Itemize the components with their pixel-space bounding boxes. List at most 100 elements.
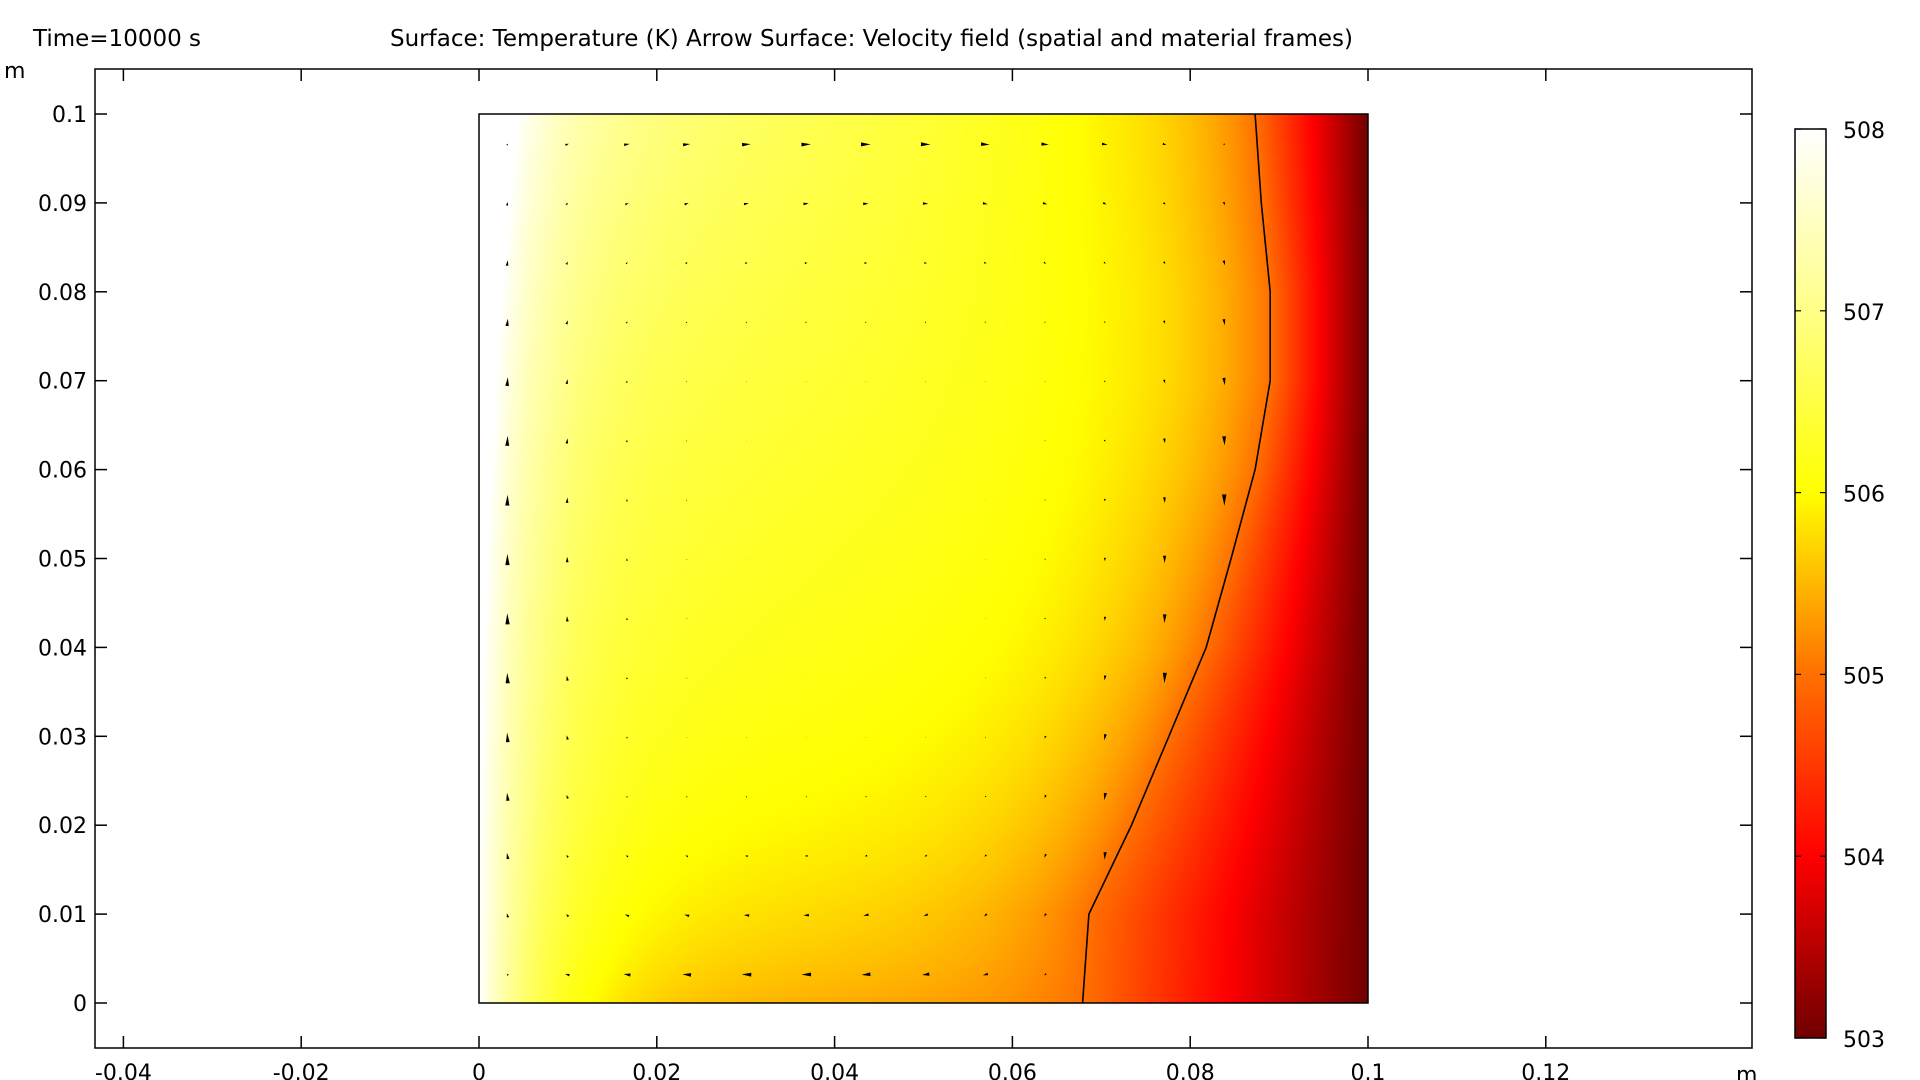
velocity-arrow — [1222, 494, 1227, 506]
x-tick-label: 0.04 — [810, 1061, 859, 1080]
axis-ticks: -0.04 -0.02 0 0.02 0.04 0.06 0.08 0.1 0.12 0 0.01 0… — [38, 69, 1752, 1080]
velocity-arrow — [1044, 676, 1047, 679]
x-tick-label: -0.02 — [273, 1061, 330, 1080]
velocity-arrow — [804, 262, 808, 265]
x-tick-label: 0.12 — [1521, 1061, 1570, 1080]
colorbar-ticks: 503 504 505 506 507 508 — [1795, 119, 1885, 1053]
velocity-arrow — [1103, 321, 1106, 323]
velocity-arrow — [565, 379, 568, 385]
velocity-arrow — [685, 321, 688, 324]
velocity-arrow — [505, 202, 508, 206]
velocity-arrow — [980, 142, 990, 146]
x-tick-label: 0 — [472, 1061, 486, 1080]
time-label: Time=10000 s — [33, 26, 202, 52]
velocity-arrow — [505, 732, 510, 743]
velocity-arrow — [744, 262, 748, 265]
velocity-arrow — [925, 795, 927, 797]
velocity-arrow — [566, 854, 569, 858]
colorbar-tick-label: 504 — [1843, 846, 1885, 871]
velocity-arrow — [984, 677, 987, 679]
velocity-arrow — [684, 203, 689, 206]
velocity-arrow — [984, 618, 986, 619]
velocity-arrow — [1163, 379, 1166, 384]
velocity-arrow — [624, 143, 630, 147]
velocity-arrow — [566, 914, 570, 918]
velocity-arrow — [1103, 675, 1107, 681]
velocity-arrow — [626, 736, 628, 739]
colorbar-tick-label: 508 — [1843, 119, 1885, 144]
velocity-arrow — [865, 736, 867, 738]
temperature-surface — [479, 114, 1368, 1003]
y-tick-label: 0.08 — [38, 281, 87, 306]
velocity-arrow — [745, 321, 747, 324]
velocity-arrow — [922, 202, 929, 205]
velocity-arrow — [741, 972, 752, 977]
velocity-arrow — [625, 439, 628, 443]
x-tick-label: 0.06 — [988, 1061, 1037, 1080]
y-tick-label: 0.05 — [38, 548, 87, 573]
colorbar-tick-label: 506 — [1843, 483, 1885, 508]
contour-line — [1081, 113, 1271, 1004]
velocity-arrow — [685, 262, 688, 265]
velocity-arrow — [1044, 440, 1046, 442]
velocity-arrow — [685, 855, 689, 858]
velocity-arrow — [1044, 618, 1046, 620]
velocity-arrow — [1162, 202, 1166, 205]
velocity-arrow — [922, 972, 930, 976]
velocity-arrow — [566, 675, 569, 681]
x-tick-label: 0.1 — [1351, 1061, 1386, 1080]
velocity-arrow — [686, 559, 688, 560]
velocity-arrow — [1103, 792, 1107, 801]
velocity-arrow — [923, 913, 929, 917]
y-tick-label: 0.07 — [38, 370, 87, 395]
velocity-arrow — [623, 973, 631, 977]
velocity-arrow — [984, 380, 986, 382]
velocity-arrow — [505, 672, 510, 684]
y-tick-label: 0.03 — [38, 725, 87, 750]
velocity-arrow — [1222, 319, 1226, 326]
velocity-arrow — [1103, 439, 1106, 442]
velocity-arrow — [1163, 555, 1167, 564]
velocity-arrow — [925, 440, 926, 442]
velocity-arrow — [682, 973, 692, 977]
x-tick-label: -0.04 — [95, 1061, 152, 1080]
velocity-arrow — [984, 913, 988, 917]
velocity-arrow — [506, 913, 510, 918]
velocity-arrow — [625, 321, 628, 324]
colorbar-tick-label: 505 — [1843, 664, 1885, 689]
velocity-arrow — [1163, 438, 1166, 444]
velocity-arrow — [805, 618, 807, 620]
velocity-arrow — [1163, 320, 1166, 324]
velocity-arrow — [984, 440, 986, 442]
velocity-arrow — [1101, 142, 1108, 146]
velocity-arrow — [924, 321, 927, 323]
velocity-arrow — [686, 677, 688, 679]
velocity-arrow — [505, 377, 509, 387]
velocity-arrow — [506, 792, 510, 801]
velocity-arrow — [985, 736, 987, 738]
colorbar-tick-label: 503 — [1843, 1028, 1885, 1053]
y-tick-label: 0.06 — [38, 459, 87, 484]
velocity-arrow — [801, 142, 811, 147]
velocity-arrow — [1222, 201, 1225, 206]
velocity-arrow — [686, 737, 688, 738]
velocity-arrow — [983, 261, 987, 264]
velocity-arrow — [1044, 973, 1047, 976]
velocity-arrow — [505, 494, 510, 506]
velocity-arrow — [686, 618, 688, 620]
velocity-arrow — [1044, 735, 1047, 739]
velocity-arrow — [565, 261, 568, 265]
velocity-arrow — [1102, 201, 1107, 205]
velocity-arrow — [1163, 261, 1166, 265]
velocity-arrow — [1162, 142, 1167, 145]
velocity-arrow — [1223, 143, 1225, 145]
velocity-arrow — [1103, 852, 1107, 860]
velocity-arrow — [505, 318, 509, 327]
velocity-arrow — [625, 914, 630, 918]
velocity-arrow — [1041, 142, 1049, 146]
velocity-arrow — [565, 556, 569, 563]
velocity-arrow — [925, 677, 927, 679]
velocity-arrow — [982, 202, 988, 205]
velocity-arrow — [1103, 616, 1107, 621]
velocity-arrow — [686, 796, 688, 798]
